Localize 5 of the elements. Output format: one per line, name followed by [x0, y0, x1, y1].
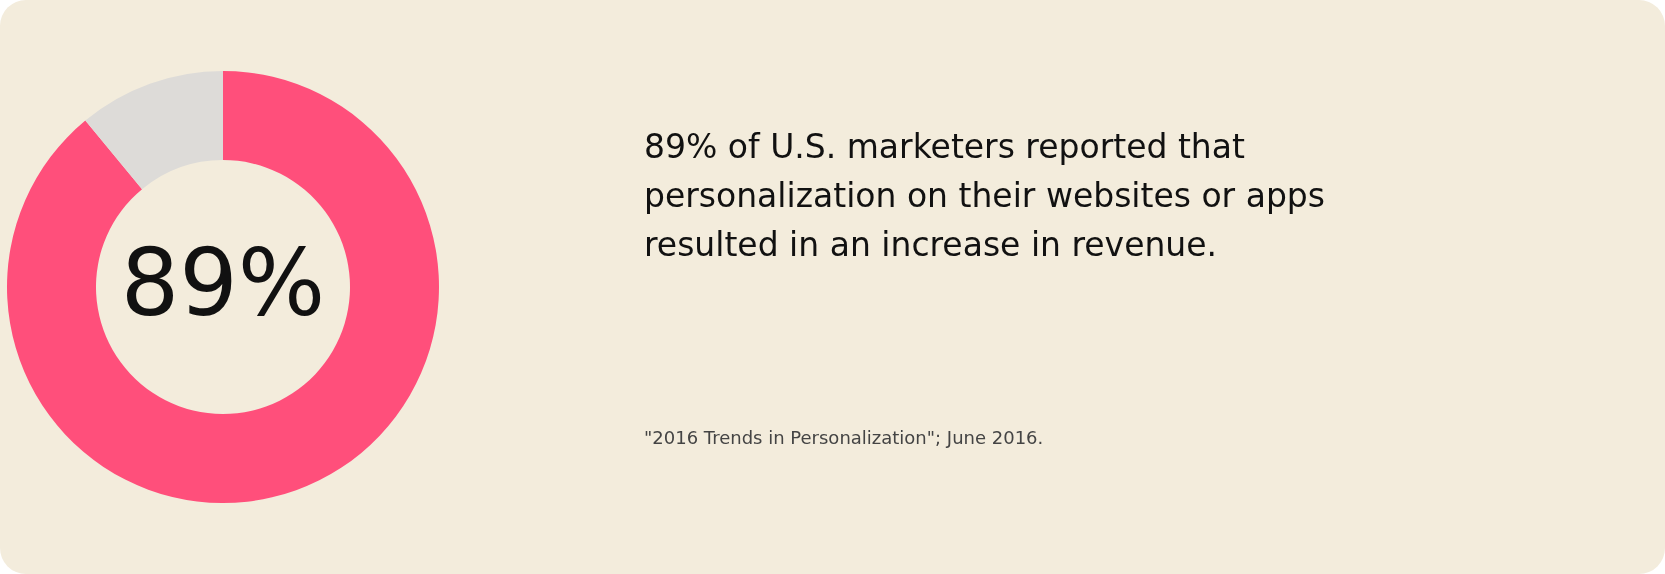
donut-slice: [7, 71, 439, 503]
text: 89% of U.S. marketers reported that personalization on their websites or apps resulted in an increase in revenue.: [644, 126, 1326, 266]
text: "2016 Trends in Personalization"; June 2016.: [644, 426, 1045, 450]
data-label: 89%: [120, 230, 326, 337]
donut-slice: [85, 71, 223, 190]
